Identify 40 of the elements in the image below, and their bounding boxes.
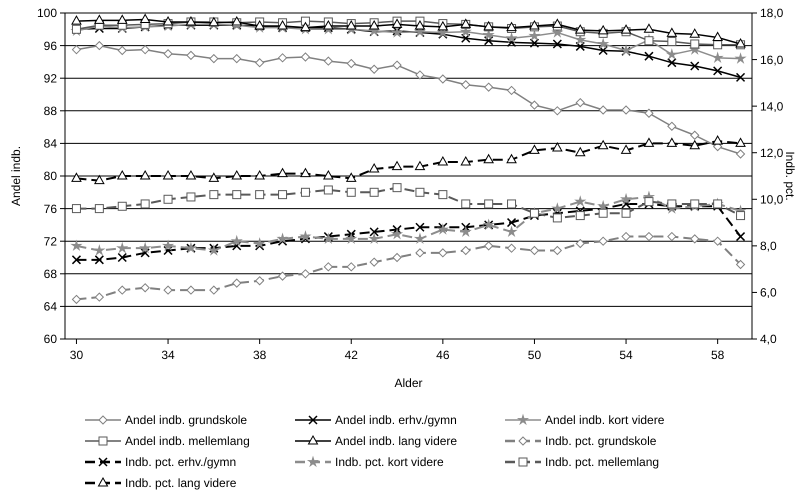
y2-axis-title: Indb. pct. xyxy=(783,151,797,201)
x-tick-label: 54 xyxy=(619,348,634,362)
legend-label: Indb. pct. mellemlang xyxy=(545,455,660,470)
y2-tick-label: 10,0 xyxy=(760,192,784,206)
legend-label: Indb. pct. erhv./gymn xyxy=(125,455,236,470)
y-tick-label: 88 xyxy=(44,104,58,118)
y2-tick-label: 12,0 xyxy=(760,146,784,160)
legend-label: Indb. pct. kort videre xyxy=(335,455,444,470)
x-tick-label: 46 xyxy=(436,348,450,362)
legend-label: Indb. pct. grundskole xyxy=(545,434,657,448)
legend-label: Andel indb. lang videre xyxy=(335,434,458,448)
y2-tick-label: 6,0 xyxy=(760,286,778,300)
y-tick-label: 96 xyxy=(44,38,58,53)
y-tick-label: 68 xyxy=(44,267,58,281)
y-tick-label: 92 xyxy=(44,71,58,86)
x-tick-label: 34 xyxy=(161,348,176,362)
legend-label: Indb. pct. lang videre xyxy=(125,476,237,490)
y2-tick-label: 8,0 xyxy=(760,239,778,254)
y-tick-label: 100 xyxy=(36,6,58,20)
x-axis-title: Alder xyxy=(394,376,423,390)
y2-tick-label: 14,0 xyxy=(760,99,784,114)
y-tick-label: 76 xyxy=(44,202,58,216)
x-tick-label: 42 xyxy=(344,348,358,362)
y2-tick-label: 4,0 xyxy=(760,332,778,346)
y2-tick-label: 16,0 xyxy=(760,52,784,67)
legend-label: Andel indb. kort videre xyxy=(545,413,665,428)
y-tick-label: 84 xyxy=(44,136,58,151)
legend-label: Andel indb. mellemlang xyxy=(125,434,250,448)
x-tick-label: 38 xyxy=(252,348,267,362)
legend-label: Andel indb. erhv./gymn xyxy=(335,413,457,428)
y-tick-label: 72 xyxy=(44,234,58,248)
y-tick-label: 64 xyxy=(44,300,58,314)
legend-label: Andel indb. grundskole xyxy=(125,413,248,428)
x-tick-label: 58 xyxy=(710,348,725,362)
x-tick-label: 50 xyxy=(528,348,542,362)
x-tick-label: 30 xyxy=(70,348,84,362)
y2-tick-label: 18,0 xyxy=(760,6,784,20)
y-axis-title: Andel indb. xyxy=(9,146,23,206)
y-tick-label: 80 xyxy=(44,169,58,184)
y-tick-label: 60 xyxy=(44,332,58,346)
